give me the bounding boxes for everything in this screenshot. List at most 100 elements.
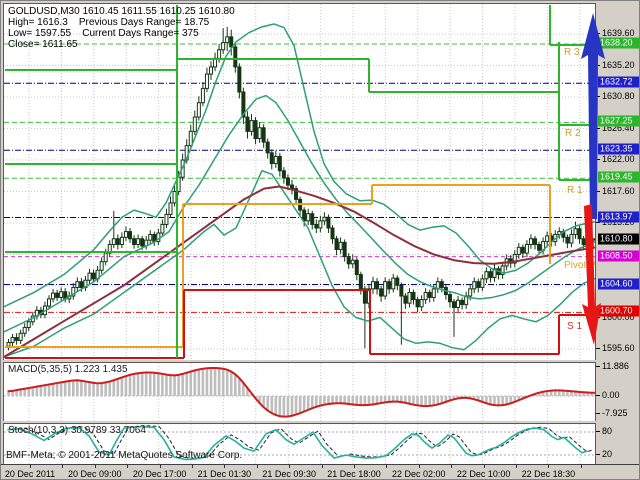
bull-candle: [51, 292, 56, 300]
bear-candle: [55, 292, 60, 298]
axis-tick: [596, 190, 600, 192]
axis-tick: [596, 413, 600, 414]
bear-candle: [261, 127, 266, 143]
time-tick: [483, 465, 485, 468]
bull-candle: [204, 73, 209, 89]
price-level-badge: 1638.20: [598, 37, 639, 49]
bull-candle: [200, 87, 205, 104]
bull-candle: [136, 238, 141, 245]
time-tick: [62, 465, 64, 468]
main-chart-panel[interactable]: R 3 R 2 R 1 Pivot Point S 1 GOLDUSD,M30 1610…: [3, 3, 596, 361]
bull-candle: [123, 231, 128, 238]
stoch-axis-label: 80: [602, 426, 613, 436]
bear-candle: [79, 281, 84, 288]
axis-tick: [596, 159, 600, 160]
bull-candle: [423, 291, 428, 301]
bull-candle: [111, 238, 116, 245]
bear-candle: [294, 188, 299, 200]
panel-divider[interactable]: [1, 360, 639, 362]
bull-candle: [75, 281, 80, 288]
level-label: R 1: [567, 185, 583, 196]
time-tick: [354, 465, 355, 468]
bear-candle: [565, 236, 570, 244]
bull-candle: [71, 286, 76, 297]
time-tick: [548, 465, 550, 468]
bollinger-lower-line: [4, 169, 595, 358]
bear-candle: [314, 223, 319, 229]
bull-candle: [480, 278, 485, 288]
bull-candle: [103, 252, 108, 263]
time-axis-label: 22 Dec 10:00: [456, 469, 511, 479]
price-level-badge: 1619.45: [598, 171, 639, 183]
axis-tick: [596, 33, 600, 34]
time-axis-label: 22 Dec 02:00: [392, 469, 446, 479]
bull-candle: [407, 291, 412, 304]
bull-candle: [217, 49, 222, 59]
bull-candle: [10, 337, 15, 344]
bear-candle: [330, 227, 335, 240]
low-range-line: Low= 1597.55 Current Days Range= 375: [8, 28, 199, 39]
bull-candle: [47, 298, 51, 307]
level-label: R 2: [565, 128, 581, 139]
price-level-badge: 1613.97: [598, 211, 639, 222]
bear-candle: [452, 301, 456, 308]
bear-candle: [245, 116, 250, 132]
stoch-signal-line: [12, 425, 593, 460]
bollinger-middle-line: [4, 94, 595, 333]
bull-candle: [18, 332, 23, 341]
bear-candle: [115, 238, 120, 245]
time-axis-label: 20 Dec 09:00: [68, 469, 122, 479]
bear-candle: [281, 170, 286, 179]
bear-candle: [379, 288, 384, 297]
time-axis[interactable]: 20 Dec 2011 20 Dec 09:00 20 Dec 17:00 21 De…: [1, 464, 639, 479]
bull-candle: [322, 216, 327, 222]
bear-candle: [310, 213, 315, 225]
time-tick: [94, 465, 96, 468]
bull-candle: [257, 127, 262, 140]
close-line: Close= 1611.65: [8, 39, 78, 50]
time-axis-label: 21 Dec 01:30: [197, 469, 252, 479]
price-axis[interactable]: 1639.60 1635.20 1630.80 1626.40 1622.00 1617.…: [596, 3, 639, 464]
bear-candle: [581, 238, 586, 245]
time-axis-label: 20 Dec 2011: [4, 469, 56, 479]
bear-candle: [439, 281, 444, 288]
bull-candle: [516, 246, 521, 255]
price-axis-label: 1595.60: [602, 343, 635, 353]
bull-candle: [26, 321, 31, 329]
bear-candle: [290, 184, 294, 190]
bear-candle: [375, 281, 380, 290]
level-label: S 1: [567, 321, 582, 332]
bull-candle: [99, 261, 104, 271]
macd-signal-line: [7, 367, 595, 418]
panel-divider-2[interactable]: [1, 421, 639, 423]
bear-candle: [387, 281, 392, 290]
time-tick: [256, 465, 258, 468]
copyright-text: BMF-Meta; © 2001-2011 MetaQuotes Softwar…: [6, 450, 243, 461]
axis-tick: [596, 395, 600, 396]
price-level-badge: 1623.35: [598, 143, 639, 155]
time-tick: [192, 465, 193, 468]
bull-candle: [431, 288, 436, 298]
bear-candle: [269, 152, 274, 165]
bear-candle: [411, 291, 416, 301]
time-tick: [289, 465, 291, 468]
price-level-badge: 1608.50: [598, 250, 639, 262]
axis-tick: [596, 431, 600, 432]
candlestick-chart[interactable]: R 3 R 2 R 1 Pivot Point S 1: [4, 4, 595, 360]
bull-candle: [59, 291, 64, 298]
macd-panel[interactable]: MACD(5,35,5) 1.223 1.435: [3, 362, 596, 422]
bull-candle: [164, 213, 169, 225]
bear-candle: [593, 238, 595, 241]
bull-candle: [6, 342, 11, 347]
price-level-badge: 1600.70: [598, 305, 639, 317]
stoch-signal-group: [12, 425, 593, 460]
bull-candle: [468, 288, 473, 297]
bear-candle: [132, 238, 137, 245]
time-tick: [516, 465, 517, 468]
bear-candle: [460, 299, 465, 306]
bull-candle: [512, 253, 517, 264]
time-tick: [418, 465, 420, 468]
price-axis-label: 1613.20: [602, 217, 635, 227]
bear-candle: [354, 259, 359, 276]
bull-candle: [192, 116, 197, 132]
